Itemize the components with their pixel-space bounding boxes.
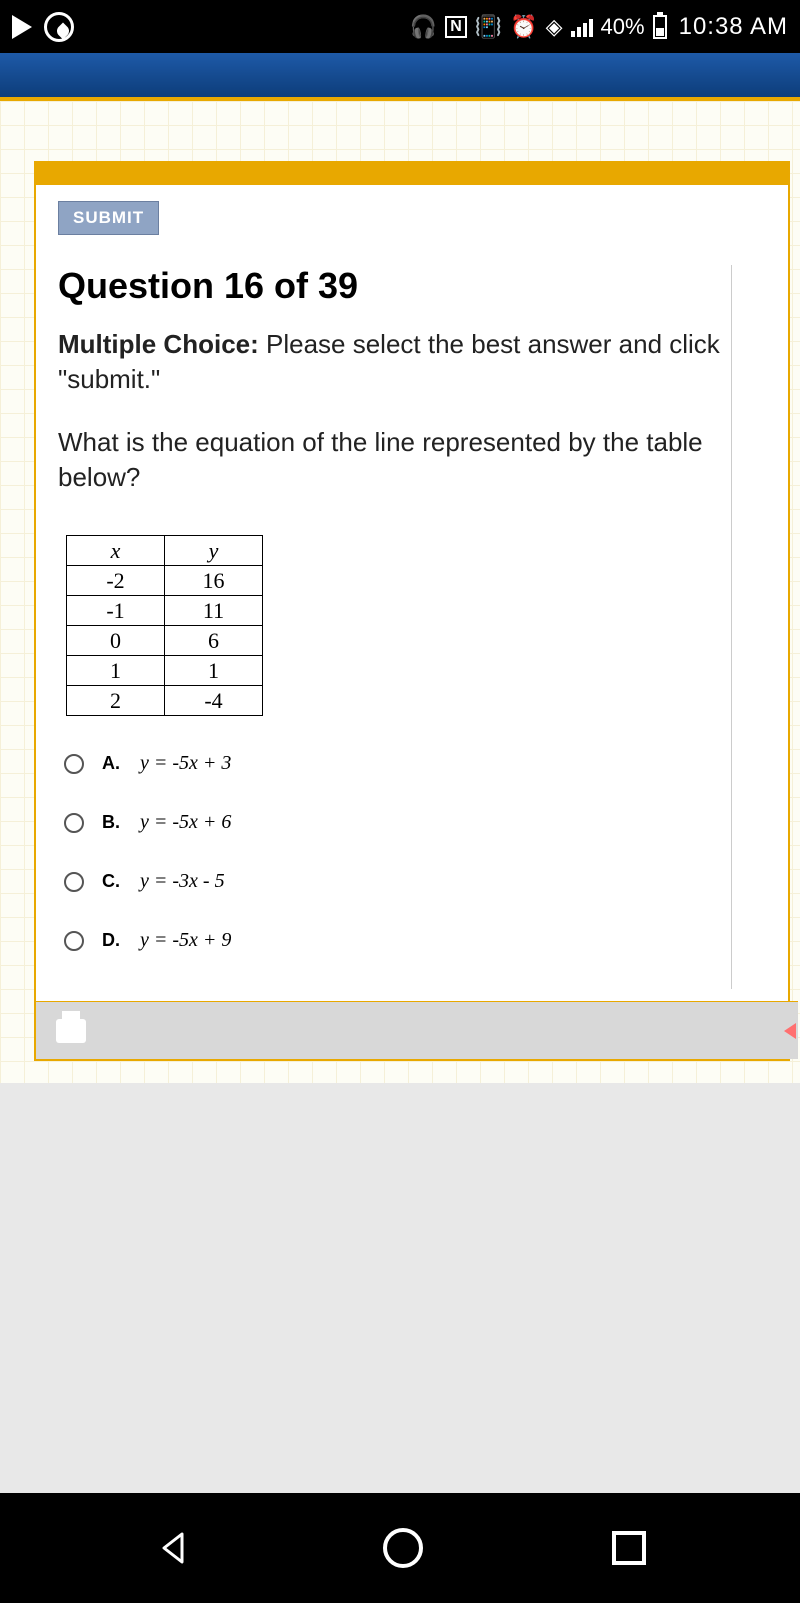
signal-icon (571, 17, 593, 37)
alarm-icon: ⏰ (510, 14, 537, 40)
n-icon: N (445, 16, 467, 38)
status-right-icons: 🎧 N 📳 ⏰ ◈ 40% 10:38 AM (410, 13, 788, 41)
radio-icon[interactable] (64, 931, 84, 951)
options-list: A. y = -5x + 3 B. y = -5x + 6 C. y = -3x… (64, 752, 766, 952)
quiz-content-area: SUBMIT Question 16 of 39 Multiple Choice… (0, 101, 800, 1083)
battery-percent: 40% (601, 14, 645, 40)
table-row: -216 (67, 566, 263, 596)
option-letter: B. (102, 812, 122, 833)
card-bottom-bar (36, 1001, 798, 1059)
battery-icon (653, 15, 667, 39)
question-card: SUBMIT Question 16 of 39 Multiple Choice… (34, 161, 790, 1061)
pandora-icon (12, 15, 32, 39)
status-left-icons (12, 12, 74, 42)
table-header-y: y (165, 536, 263, 566)
option-equation: y = -5x + 3 (140, 752, 231, 775)
nav-home-button[interactable] (383, 1528, 423, 1568)
table-row: 2-4 (67, 686, 263, 716)
option-letter: D. (102, 930, 122, 951)
option-equation: y = -5x + 6 (140, 811, 231, 834)
right-divider (731, 265, 732, 989)
wifi-calling-icon (44, 12, 74, 42)
option-d[interactable]: D. y = -5x + 9 (64, 929, 766, 952)
print-icon[interactable] (56, 1019, 86, 1043)
option-letter: C. (102, 871, 122, 892)
question-text: What is the equation of the line represe… (58, 425, 766, 495)
nav-back-button[interactable] (154, 1528, 194, 1568)
android-nav-bar (0, 1493, 800, 1603)
app-header-bar (0, 53, 800, 101)
option-a[interactable]: A. y = -5x + 3 (64, 752, 766, 775)
table-header-x: x (67, 536, 165, 566)
nav-recent-button[interactable] (612, 1531, 646, 1565)
data-table: x y -216 -111 06 11 2-4 (66, 535, 263, 716)
option-letter: A. (102, 753, 122, 774)
radio-icon[interactable] (64, 813, 84, 833)
clock-time: 10:38 AM (679, 13, 788, 41)
location-icon: ◈ (546, 14, 563, 40)
table-header-row: x y (67, 536, 263, 566)
android-status-bar: 🎧 N 📳 ⏰ ◈ 40% 10:38 AM (0, 0, 800, 53)
option-b[interactable]: B. y = -5x + 6 (64, 811, 766, 834)
table-row: -111 (67, 596, 263, 626)
instruction-bold: Multiple Choice: (58, 329, 259, 359)
option-equation: y = -5x + 9 (140, 929, 231, 952)
question-title: Question 16 of 39 (58, 265, 766, 307)
option-equation: y = -3x - 5 (140, 870, 225, 893)
radio-icon[interactable] (64, 754, 84, 774)
question-instruction: Multiple Choice: Please select the best … (58, 327, 766, 397)
radio-icon[interactable] (64, 872, 84, 892)
table-row: 06 (67, 626, 263, 656)
table-row: 11 (67, 656, 263, 686)
vibrate-icon: 📳 (475, 14, 502, 40)
submit-button[interactable]: SUBMIT (58, 201, 159, 235)
headphones-icon: 🎧 (410, 14, 437, 40)
option-c[interactable]: C. y = -3x - 5 (64, 870, 766, 893)
back-arrow-icon[interactable] (784, 1023, 796, 1039)
empty-area (0, 1083, 800, 1493)
